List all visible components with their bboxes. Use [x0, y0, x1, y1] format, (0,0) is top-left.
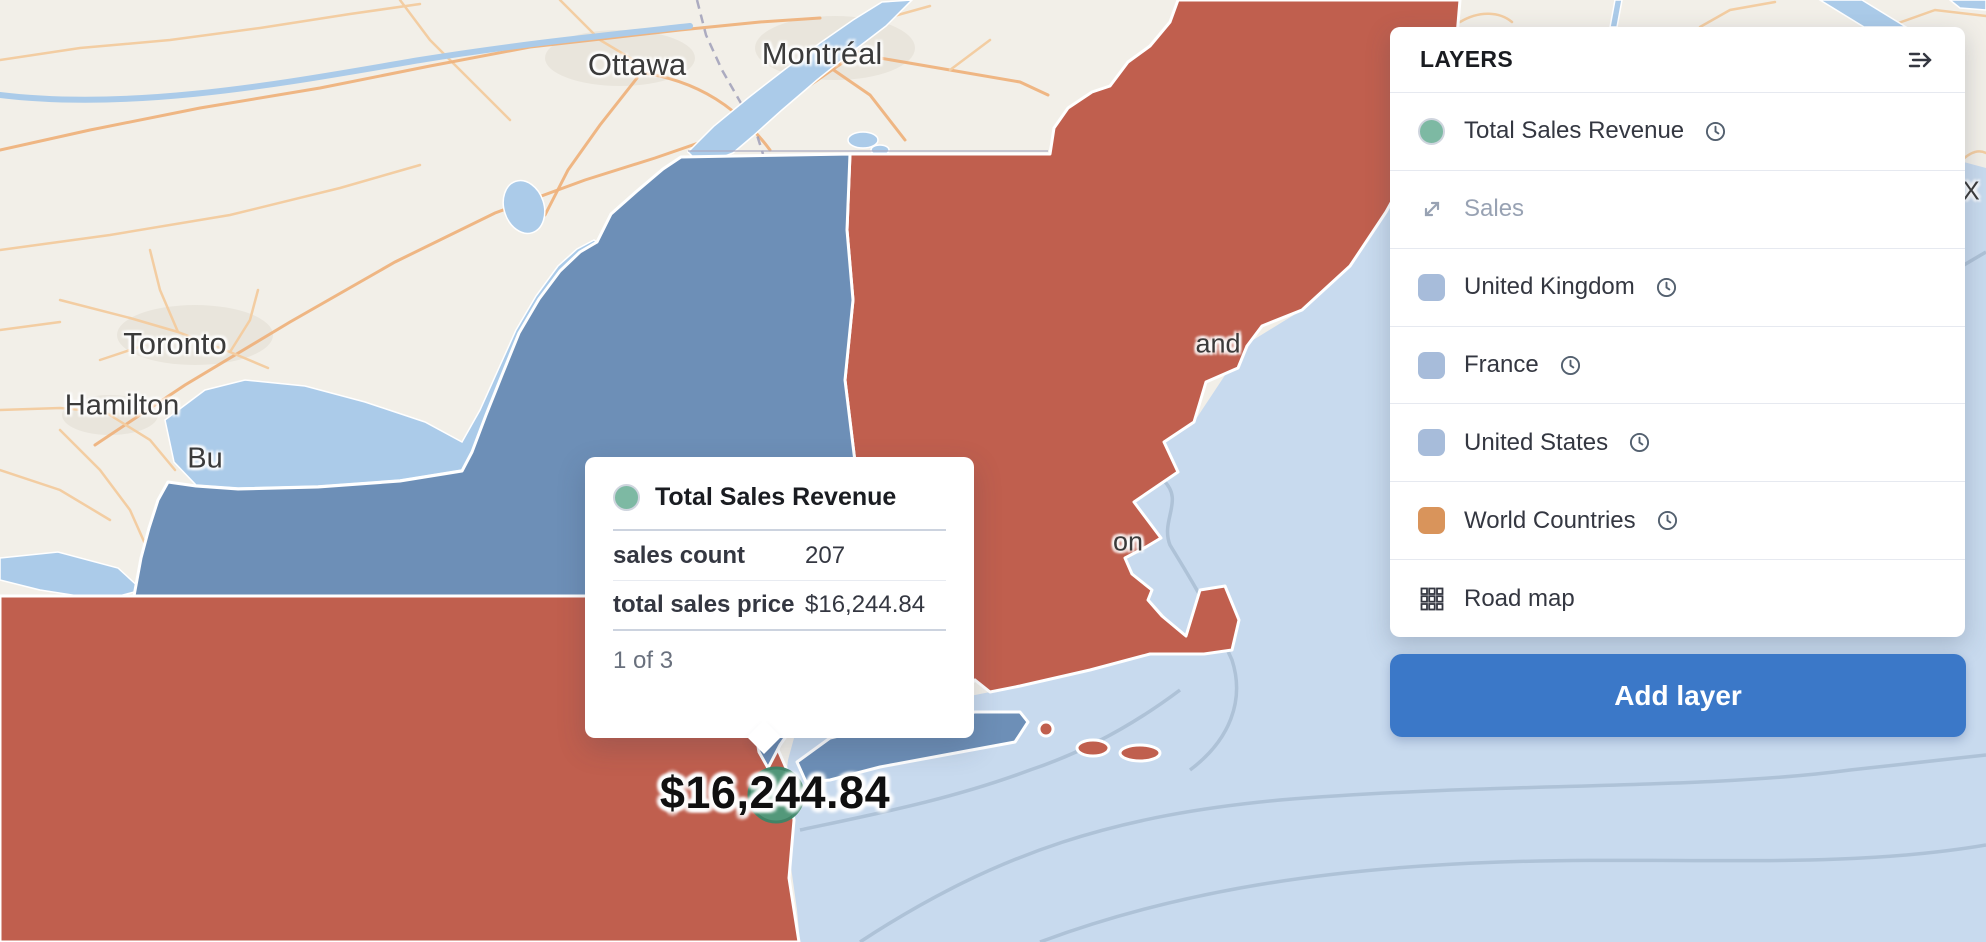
field-label: sales count	[613, 541, 746, 569]
clock-icon	[1656, 277, 1676, 297]
field-label: total sales price	[613, 591, 795, 618]
layer-row-france[interactable]: France	[1390, 325, 1965, 404]
grid-icon	[1418, 585, 1445, 612]
tooltip-divider	[613, 629, 946, 631]
layer-row-sales-dragging[interactable]: Sales	[1390, 169, 1965, 248]
add-layer-button[interactable]: Add layer	[1390, 654, 1966, 737]
layer-swatch-blue	[1418, 351, 1445, 379]
tooltip-pager: 1 of 3	[613, 647, 674, 674]
field-value: 207	[805, 541, 846, 569]
expand-arrows-icon	[1418, 196, 1445, 223]
cluster-marker[interactable]	[747, 766, 805, 824]
layer-row-world-countries[interactable]: World Countries	[1390, 481, 1965, 559]
layers-panel-title: LAYERS	[1420, 46, 1513, 72]
clock-icon	[1560, 355, 1580, 375]
layer-row-united-kingdom[interactable]: United Kingdom	[1390, 247, 1965, 326]
layer-label: France	[1464, 351, 1539, 378]
cluster-value-label: $16,244.84	[659, 767, 891, 818]
layer-swatch-green-circle	[1418, 117, 1445, 145]
layer-swatch-orange	[1418, 507, 1445, 535]
tooltip-row: sales count 207	[613, 531, 946, 580]
layer-color-dot	[613, 484, 640, 511]
tooltip-divider	[613, 529, 946, 531]
clock-icon	[1657, 511, 1677, 531]
layer-label: Total Sales Revenue	[1464, 117, 1685, 145]
tooltip-title: Total Sales Revenue	[655, 483, 897, 511]
field-value: $16,244.84	[805, 591, 926, 618]
layer-label: Road map	[1464, 584, 1575, 612]
layer-label: United States	[1464, 428, 1609, 456]
layer-swatch-blue	[1418, 429, 1445, 457]
layer-label: United Kingdom	[1464, 273, 1635, 301]
clock-icon	[1630, 433, 1650, 453]
layer-swatch-blue	[1418, 273, 1445, 301]
layer-row-total-sales-revenue[interactable]: Total Sales Revenue	[1390, 93, 1965, 170]
layer-label: Sales	[1464, 195, 1525, 223]
clock-icon	[1706, 121, 1726, 141]
layer-label: World Countries	[1464, 506, 1636, 534]
layer-row-road-map[interactable]: Road map	[1390, 559, 1965, 637]
feature-tooltip: Total Sales Revenue sales count 207 tota…	[585, 457, 974, 754]
tooltip-row: total sales price $16,244.84	[613, 580, 946, 629]
collapse-panel-icon[interactable]	[1905, 45, 1935, 75]
layers-panel: LAYERS Total Sales Revenue	[1390, 27, 1965, 637]
layer-row-united-states[interactable]: United States	[1390, 403, 1965, 481]
